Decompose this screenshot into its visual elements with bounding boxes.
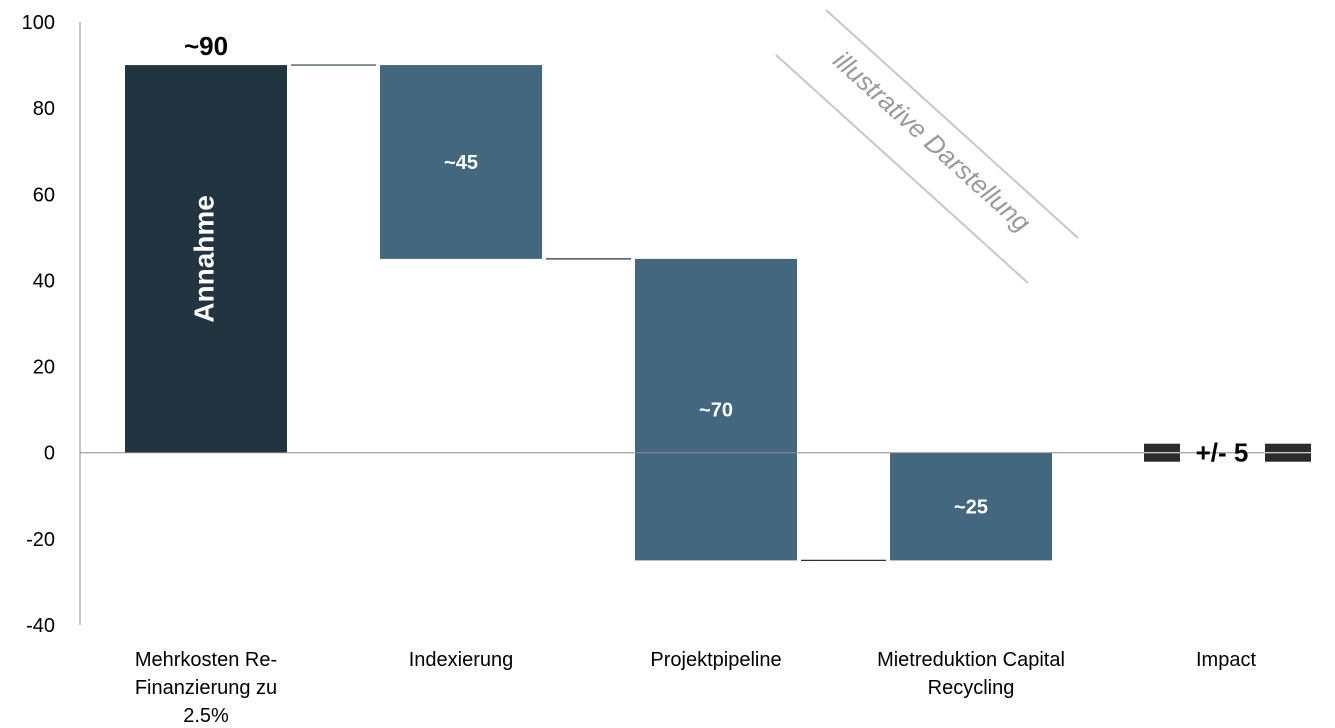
waterfall-bar bbox=[890, 452, 1052, 561]
category-label: Finanzierung zu bbox=[135, 677, 277, 699]
bar-value-label: ~25 bbox=[954, 497, 988, 519]
annotation-text: illustrative Darstellung bbox=[827, 45, 1036, 238]
bar-inner-label: Annahme bbox=[188, 195, 219, 323]
category-label: Impact bbox=[1196, 649, 1256, 671]
y-tick-label: 80 bbox=[33, 98, 55, 120]
category-label: Mehrkosten Re- bbox=[135, 649, 277, 671]
bar-value-label: ~45 bbox=[444, 152, 478, 174]
bar-value-label: ~70 bbox=[699, 400, 733, 422]
y-tick-label: -40 bbox=[26, 615, 55, 637]
waterfall-bar bbox=[125, 65, 287, 453]
waterfall-bar bbox=[380, 65, 542, 259]
annotation-line-bottom bbox=[775, 54, 1029, 284]
y-tick-label: 100 bbox=[22, 12, 55, 34]
y-tick-label: 20 bbox=[33, 357, 55, 379]
impact-value-label: +/- 5 bbox=[1196, 438, 1249, 468]
y-tick-label: 60 bbox=[33, 184, 55, 206]
category-label: Mietreduktion Capital bbox=[877, 649, 1065, 671]
y-tick-label: 40 bbox=[33, 270, 55, 292]
category-label: Projektpipeline bbox=[650, 649, 781, 671]
category-label: Recycling bbox=[928, 677, 1015, 699]
category-label: Indexierung bbox=[409, 649, 514, 671]
annotation-line-top bbox=[825, 9, 1079, 239]
waterfall-bar bbox=[635, 258, 797, 561]
y-tick-label: 0 bbox=[44, 443, 55, 465]
y-tick-label: -20 bbox=[26, 529, 55, 551]
category-label: 2.5% bbox=[183, 705, 229, 727]
bar-value-label: ~90 bbox=[184, 31, 228, 61]
